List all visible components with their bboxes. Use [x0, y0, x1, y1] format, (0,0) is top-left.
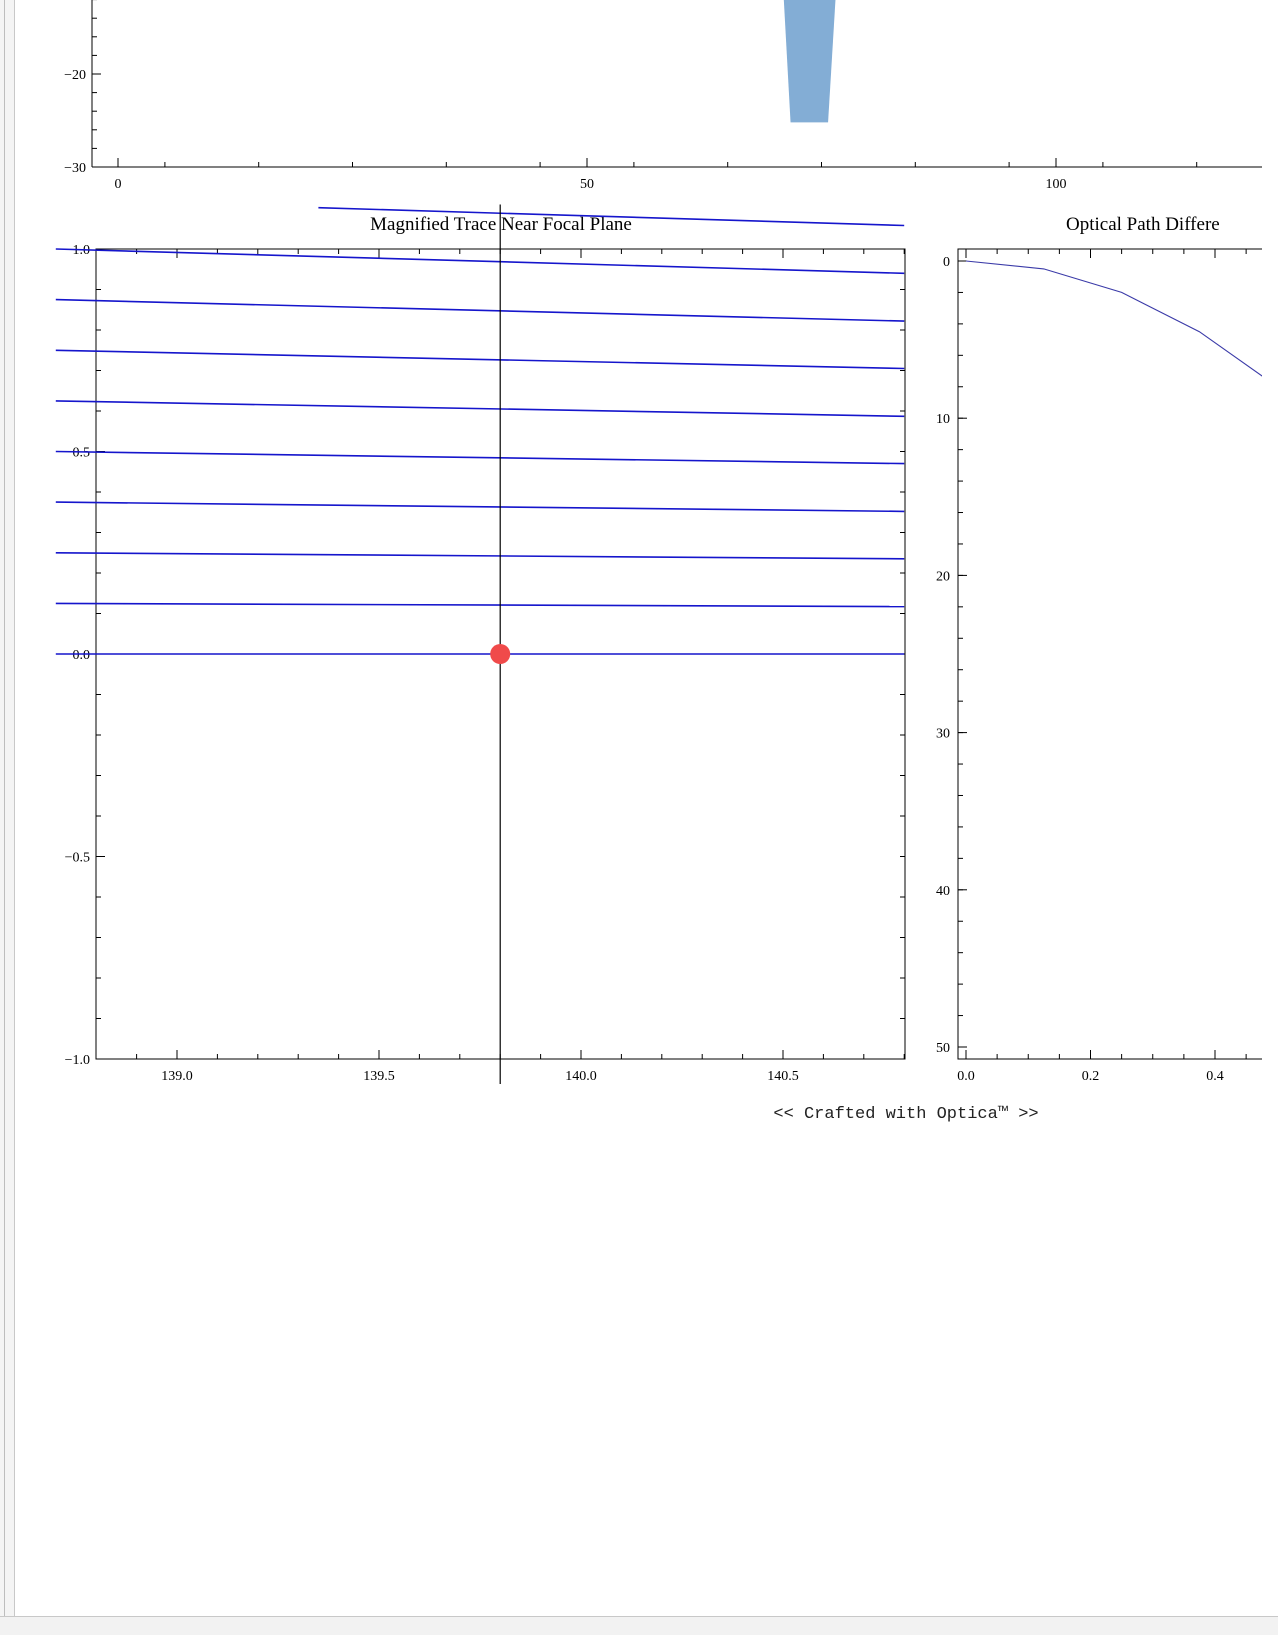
- trace-x-tick-label: 140.5: [767, 1069, 799, 1084]
- opd-chart: Optical Path Differe 0.0 0.2 0.4 0 10 20 30 40 5…: [936, 214, 1262, 1084]
- ray-line: [55, 400, 905, 418]
- ray-diagram-x-tick-label: 100: [1046, 177, 1067, 192]
- opd-y-tick-label: 40: [936, 884, 950, 899]
- trace-x-tick-label: 139.5: [363, 1069, 395, 1084]
- trace-y-tick-label: −1.0: [65, 1053, 90, 1068]
- trace-x-tick-label: 139.0: [161, 1069, 193, 1084]
- opd-y-tick-label: 30: [936, 727, 950, 742]
- cell-bracket[interactable]: [0, 0, 15, 1616]
- opd-frame: [957, 248, 1262, 1060]
- lens-element: [783, 0, 836, 123]
- opd-y-tick-label: 0: [943, 255, 950, 270]
- trace-y-tick-label: 0.5: [73, 446, 91, 461]
- ray-diagram-y-tick-label: −30: [64, 161, 86, 176]
- opd-y-tick-label: 20: [936, 569, 950, 584]
- trace-y-tick-label: 0.0: [73, 648, 91, 663]
- trace-y-tick-label: −0.5: [65, 851, 90, 866]
- opd-series-line: [965, 260, 1262, 377]
- trace-x-tick-label: 140.0: [565, 1069, 597, 1084]
- ray-line: [318, 206, 905, 227]
- opd-x-tick-label: 0.0: [957, 1069, 975, 1084]
- ray-line: [55, 602, 905, 608]
- ray-line: [55, 501, 905, 513]
- opd-y-tick-label: 50: [936, 1041, 950, 1056]
- magnified-trace-title: Magnified Trace Near Focal Plane: [370, 214, 632, 235]
- opd-x-tick-label: 0.4: [1206, 1069, 1224, 1084]
- credit-line: << Crafted with Optica™ >>: [773, 1105, 1038, 1124]
- window-status-bar: [0, 1616, 1278, 1635]
- ray-line: [55, 248, 905, 275]
- opd-x-tick-label: 0.2: [1082, 1069, 1100, 1084]
- magnified-trace-chart: Magnified Trace Near Focal Plane 139.0 13…: [55, 204, 906, 1084]
- lens-shape: [783, 0, 836, 123]
- ray-diagram-x-tick-label: 50: [580, 177, 594, 192]
- ray-line: [55, 298, 905, 322]
- ray-diagram-chart: 0 50 100 −20 −30: [64, 0, 1262, 192]
- ray-line: [55, 552, 905, 560]
- focal-point-marker: [490, 644, 511, 664]
- ray-diagram-x-tick-label: 0: [115, 177, 122, 192]
- ray-diagram-y-tick-label: −20: [64, 68, 86, 83]
- opd-y-tick-label: 10: [936, 412, 950, 427]
- ray-line: [55, 349, 905, 370]
- ray-line: [55, 450, 905, 465]
- opd-title: Optical Path Differe: [1066, 214, 1220, 235]
